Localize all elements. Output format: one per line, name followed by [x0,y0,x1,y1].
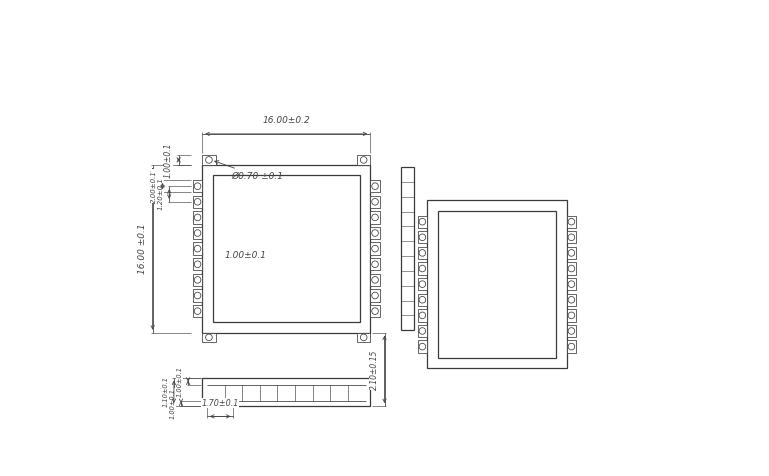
Bar [193,274,202,286]
Text: 1.00±0.1: 1.00±0.1 [164,142,173,178]
Bar [567,294,576,306]
Text: 1.00±0.1: 1.00±0.1 [176,366,182,397]
Bar [418,309,427,321]
Bar [567,216,576,228]
Bar [567,262,576,275]
Bar [427,200,567,368]
Text: 1.10±0.1: 1.10±0.1 [162,377,168,407]
Bar [371,274,380,286]
Bar [193,227,202,239]
Bar [357,155,371,165]
Bar [418,325,427,337]
Bar [202,165,371,333]
Text: 1.70±0.1: 1.70±0.1 [201,399,239,408]
Bar [371,258,380,270]
Text: 1.00±0.1: 1.00±0.1 [225,251,267,260]
Bar [371,227,380,239]
Bar [567,340,576,353]
Bar [401,167,414,330]
Bar [567,247,576,259]
Bar [418,216,427,228]
Bar [193,196,202,208]
Text: Ø0.70 ±0.1: Ø0.70 ±0.1 [215,161,284,181]
Text: 16.00 ±0.1: 16.00 ±0.1 [138,223,147,274]
Bar [438,210,556,358]
Text: 1.00±0.1: 1.00±0.1 [169,388,175,419]
Bar [213,175,360,322]
Bar [193,242,202,255]
Bar [371,242,380,255]
Bar [418,340,427,353]
Bar [371,196,380,208]
Bar [371,289,380,302]
Bar [567,278,576,290]
Text: 1.20±0.1: 1.20±0.1 [158,178,164,210]
Bar [418,247,427,259]
Bar [193,180,202,192]
Bar [418,231,427,243]
Bar [193,305,202,317]
Text: 2.00±0.1: 2.00±0.1 [151,170,157,203]
Bar [567,309,576,321]
Bar [202,155,215,165]
Bar [357,333,371,342]
Bar [202,377,371,406]
Bar [371,180,380,192]
Bar [567,231,576,243]
Bar [202,333,215,342]
Bar [418,278,427,290]
Bar [193,258,202,270]
Bar [418,262,427,275]
Text: 16.00±0.2: 16.00±0.2 [262,116,310,125]
Bar [193,211,202,224]
Bar [371,305,380,317]
Bar [567,325,576,337]
Text: 2.10±0.15: 2.10±0.15 [370,349,379,389]
Bar [193,289,202,302]
Bar [371,211,380,224]
Bar [418,294,427,306]
